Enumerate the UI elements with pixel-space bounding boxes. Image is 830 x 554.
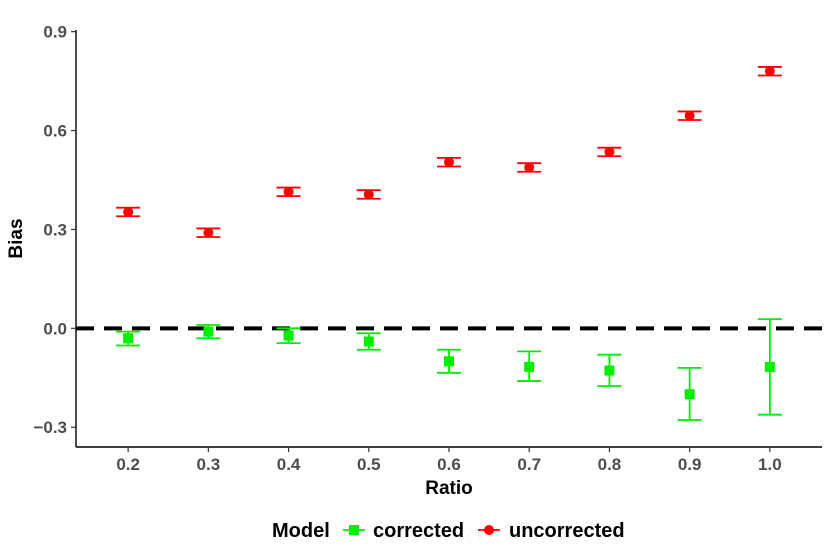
legend-title: Model: [272, 520, 330, 542]
legend-item-corrected: corrected: [343, 520, 464, 542]
x-tick-label: 1.0: [758, 455, 782, 474]
legend-label-corrected: corrected: [373, 520, 464, 542]
series-uncorrected: [116, 66, 782, 238]
data-point: [444, 356, 454, 367]
data-point: [123, 333, 134, 344]
data-point: [363, 336, 374, 347]
data-point: [123, 206, 134, 217]
data-point: [764, 361, 775, 372]
data-point: [604, 146, 615, 157]
series-corrected: [116, 318, 782, 421]
x-tick-label: 0.7: [517, 455, 541, 474]
y-tick-label: 0.6: [43, 122, 67, 141]
x-tick-label: 0.2: [116, 455, 140, 474]
x-tick-label: 0.5: [357, 455, 381, 474]
legend-label-uncorrected: uncorrected: [509, 520, 625, 542]
y-tick-label: 0.9: [43, 23, 67, 42]
legend: Model corrected uncorrected: [272, 520, 625, 542]
y-axis-ticks: −0.3 0.0 0.3 0.6 0.9: [33, 23, 76, 437]
y-tick-label: 0.0: [43, 319, 67, 338]
data-point: [444, 157, 454, 168]
legend-item-uncorrected: uncorrected: [478, 520, 625, 542]
data-point: [203, 227, 214, 238]
data-point: [684, 110, 695, 121]
data-point: [684, 389, 695, 400]
x-axis-ticks: 0.2 0.3 0.4 0.5 0.6 0.7 0.8 0.9 1.0: [116, 447, 782, 474]
legend-key-marker-uncorrected: [484, 525, 494, 535]
data-point: [764, 66, 775, 77]
x-tick-label: 0.4: [277, 455, 301, 474]
x-tick-label: 0.9: [678, 455, 702, 474]
x-axis-title: Ratio: [425, 478, 473, 499]
y-axis-title: Bias: [6, 218, 27, 258]
data-point: [524, 361, 535, 372]
y-tick-label: −0.3: [33, 418, 67, 437]
data-point: [283, 330, 294, 341]
data-point: [203, 326, 214, 337]
x-tick-label: 0.6: [437, 455, 461, 474]
plot-marks: [76, 66, 822, 421]
data-point: [604, 365, 615, 376]
x-tick-label: 0.8: [598, 455, 622, 474]
y-tick-label: 0.3: [43, 220, 67, 239]
data-point: [524, 162, 535, 173]
legend-key-marker-corrected: [349, 525, 359, 535]
x-tick-label: 0.3: [197, 455, 221, 474]
data-point: [363, 189, 374, 200]
data-point: [283, 186, 294, 197]
